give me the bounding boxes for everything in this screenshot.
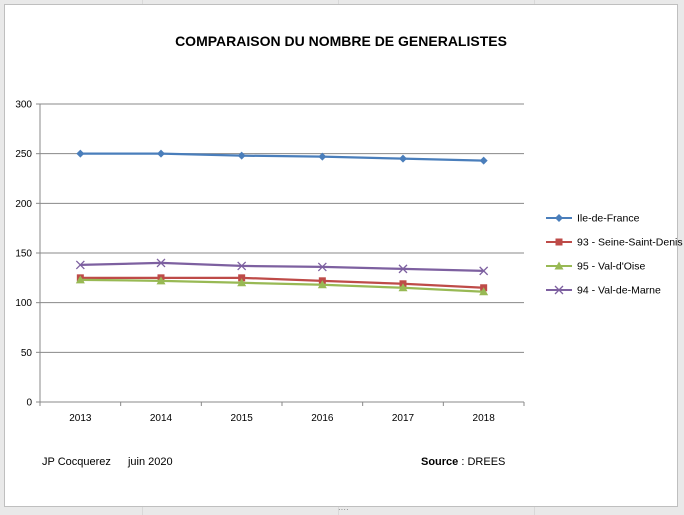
chart-footer-credits: JP Cocquerez juin 2020 [42, 456, 187, 468]
data-point [237, 261, 247, 271]
marker-stroke [75, 260, 85, 270]
legend-label: 93 - Seine-Saint-Denis [577, 237, 683, 249]
source-credit: Source : DREES [421, 456, 505, 468]
marker-stroke [317, 262, 327, 272]
legend-marker [555, 238, 563, 246]
legend-item: Ile-de-France [546, 213, 640, 225]
series-line-3 [80, 261, 484, 273]
data-point [157, 149, 165, 158]
legend-item: 93 - Seine-Saint-Denis [546, 237, 683, 249]
series-line-1 [80, 276, 484, 289]
data-point [156, 276, 166, 285]
data-point [399, 154, 407, 163]
marker-stroke [398, 264, 408, 274]
y-tick-label: 100 [15, 298, 32, 309]
data-point [238, 274, 246, 282]
legend-marker [555, 214, 563, 222]
y-tick-label: 300 [15, 100, 32, 111]
source-value: DREES [467, 456, 506, 468]
marker-stroke [237, 261, 247, 271]
data-point [76, 149, 85, 158]
y-tick-label: 150 [15, 249, 32, 260]
author-label: JP Cocquerez [42, 456, 111, 468]
marker-stroke [554, 285, 564, 295]
x-tick-label: 2013 [69, 413, 92, 424]
data-point [237, 278, 247, 287]
chart-title: COMPARAISON DU NOMBRE DE GENERALISTES [175, 33, 507, 49]
data-point [317, 280, 327, 289]
x-tick-label: 2017 [392, 413, 415, 424]
source-separator: : [458, 456, 468, 468]
x-tick-label: 2015 [231, 413, 254, 424]
legend-marker [554, 261, 564, 270]
legend-label: 94 - Val-de-Marne [577, 285, 661, 297]
y-tick-label: 50 [21, 348, 33, 359]
data-point [398, 283, 408, 292]
data-point [237, 151, 246, 160]
source-label: Source [421, 456, 459, 468]
marker-stroke [156, 258, 166, 268]
data-point [156, 258, 166, 268]
data-point [318, 152, 327, 161]
data-point [479, 266, 489, 276]
series-line-2 [80, 278, 484, 293]
y-tick-label: 250 [15, 149, 32, 160]
legend-label: Ile-de-France [577, 213, 640, 225]
data-point [317, 262, 327, 272]
date-label: juin 2020 [127, 456, 173, 468]
legend-marker [554, 285, 564, 295]
legend-item: 94 - Val-de-Marne [546, 285, 661, 297]
x-tick-label: 2014 [150, 413, 173, 424]
data-point [398, 264, 408, 274]
legend-item: 95 - Val-d'Oise [546, 261, 645, 273]
data-point [75, 260, 85, 270]
legend-label: 95 - Val-d'Oise [577, 261, 645, 273]
resize-handle-icon[interactable]: ···· [338, 505, 349, 514]
data-point [479, 156, 488, 165]
marker-stroke [479, 266, 489, 276]
series-line-0 [80, 152, 484, 162]
data-point [479, 287, 489, 296]
chart-area[interactable]: COMPARAISON DU NOMBRE DE GENERALISTES [4, 4, 678, 507]
x-tick-label: 2016 [311, 413, 334, 424]
y-tick-label: 200 [15, 199, 32, 210]
x-tick-label: 2018 [473, 413, 496, 424]
data-point [75, 275, 85, 284]
y-tick-label: 0 [26, 398, 32, 409]
